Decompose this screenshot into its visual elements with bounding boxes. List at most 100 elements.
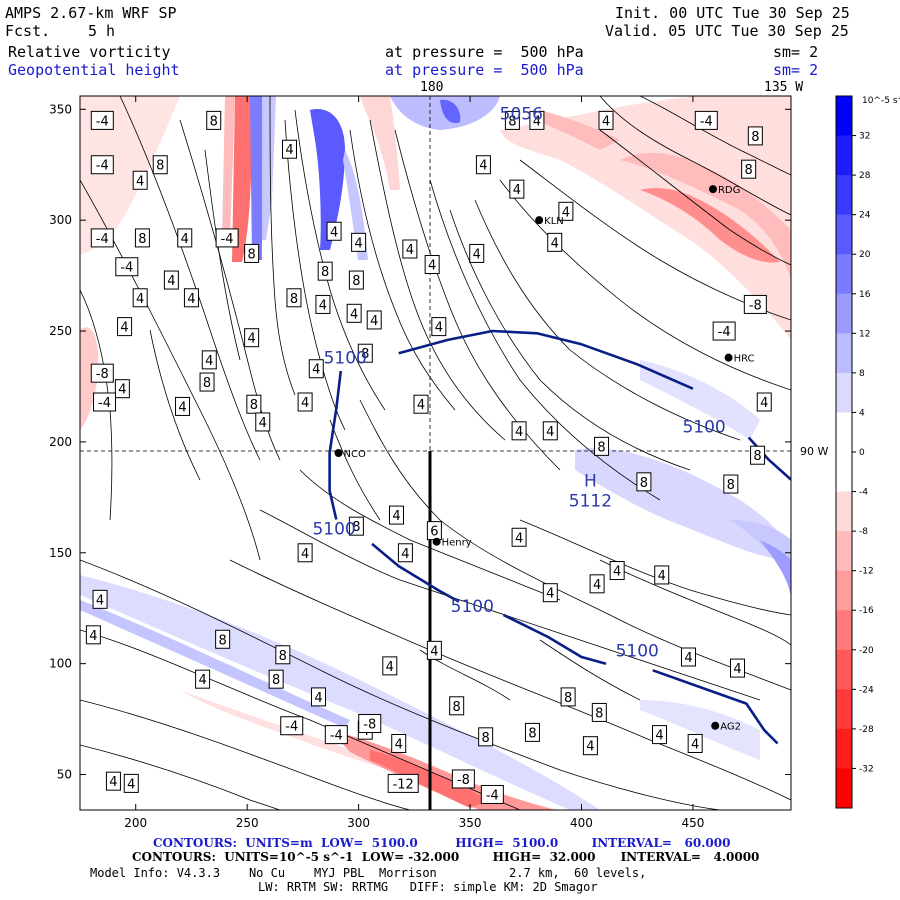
colorbar-swatch [836, 689, 852, 730]
footer-model-info: Model Info: V4.3.3 No Cu MYJ PBL Morriso… [90, 866, 647, 880]
label-box [589, 574, 605, 594]
height-contour-line [747, 436, 791, 481]
vorticity-contour-label: 4 [308, 359, 324, 379]
label-text: -4 [98, 396, 111, 411]
label-box [90, 155, 114, 175]
label-box [687, 733, 703, 753]
footer-physics: LW: RRTM SW: RRTMG DIFF: simple KM: 2D S… [258, 880, 598, 894]
label-text: 4 [593, 578, 601, 593]
label-text: 8 [482, 731, 490, 746]
station-marker [334, 449, 343, 457]
label-text: 4 [586, 740, 594, 755]
model-title: AMPS 2.67-km WRF SP [5, 4, 177, 22]
valid-time: Valid. 05 UTC Tue 30 Sep 25 [605, 22, 849, 40]
label-box [366, 310, 382, 330]
vorticity-contour-label: 4 [558, 201, 574, 221]
colorbar-swatch [836, 135, 852, 176]
station-kln: KLN [535, 216, 564, 227]
colorbar-swatch [836, 570, 852, 611]
vorticity-contour-label: 8 [636, 472, 652, 492]
label-box [357, 343, 373, 363]
label-text: 4 [350, 307, 358, 322]
vorticity-contour-label: 4 [431, 317, 447, 337]
label-box [582, 736, 598, 756]
label-text: -8 [363, 718, 376, 733]
field2-level: at pressure = 500 hPa [385, 61, 584, 79]
colorbar-swatch [836, 372, 852, 413]
vorticity-contour-label: 4 [117, 317, 133, 337]
vorticity-contour-label: 4 [511, 527, 527, 547]
label-box [183, 288, 199, 308]
colorbar-tick-label: -16 [859, 606, 874, 616]
footer-vorticity-contours: CONTOURS: UNITS=10^-5 s^-1 LOW= -32.000 … [132, 850, 760, 864]
vorticity-contour-label: 8 [478, 727, 494, 747]
vorticity-contour-label: 6 [426, 521, 442, 541]
vorticity-contour-label: 4 [326, 221, 342, 241]
label-box [558, 201, 574, 221]
vorticity-contour-label: 8 [246, 394, 262, 414]
vorticity-contour-label: -4 [324, 725, 348, 745]
colorbar-tick-label: -12 [859, 567, 874, 577]
vorticity-contour-label: 4 [315, 294, 331, 314]
label-text: 4 [386, 660, 394, 675]
label-box [413, 394, 429, 414]
label-text: 4 [314, 691, 322, 706]
vorticity-contour-label: 4 [529, 110, 545, 130]
vorticity-contour-label: -4 [215, 228, 239, 248]
x-tick-label: 450 [681, 816, 704, 830]
label-text: 4 [181, 232, 189, 247]
vorticity-contour-label: 4 [651, 725, 667, 745]
label-box [431, 317, 447, 337]
label-text: 8 [203, 376, 211, 391]
label-text: 8 [595, 706, 603, 721]
label-box [478, 727, 494, 747]
label-box [280, 716, 304, 736]
colorbar-swatch [836, 412, 852, 453]
station-marker [432, 537, 441, 546]
label-box [591, 702, 607, 722]
colorbar-tick-label: 28 [859, 171, 871, 181]
lat-label-90w: 90 W [800, 445, 828, 458]
label-text: -12 [393, 777, 414, 792]
label-box [275, 645, 291, 665]
station-label: KLN [544, 216, 564, 227]
height-contour-line [398, 329, 694, 390]
label-box [524, 722, 540, 742]
label-box [594, 436, 610, 456]
colorbar-swatch [836, 254, 852, 295]
vorticity-contour-label: 4 [346, 303, 362, 323]
label-text: -4 [96, 232, 109, 247]
label-box [85, 625, 101, 645]
colorbar-tick-label: 0 [859, 448, 865, 458]
label-text: -4 [718, 325, 731, 340]
label-box [598, 110, 614, 130]
label-text: 8 [361, 347, 369, 362]
y-tick-label: 350 [49, 102, 72, 116]
label-text: 4 [354, 236, 362, 251]
label-text: 4 [602, 114, 610, 129]
label-text: 4 [658, 569, 666, 584]
vorticity-contour-label: 4 [426, 640, 442, 660]
height-contour-label: 5056 [500, 105, 543, 125]
y-tick-label: 100 [49, 657, 72, 671]
vorticity-contour-label: 4 [391, 733, 407, 753]
label-box [609, 561, 625, 581]
label-box [117, 317, 133, 337]
label-text: 8 [250, 398, 258, 413]
colorbar-tick-label: 8 [859, 369, 865, 379]
high-center-value: 5112 [569, 491, 612, 511]
vorticity-contour-label: 4 [105, 771, 121, 791]
height-contour-line [371, 542, 460, 603]
vorticity-contour-label: 4 [413, 394, 429, 414]
vorticity-contour-label: 4 [297, 392, 313, 412]
station-ag2: AG2 [711, 721, 741, 733]
vorticity-contour-label: -8 [743, 294, 767, 314]
vorticity-contour-label: -12 [387, 773, 419, 793]
label-text: 8 [751, 130, 759, 145]
label-box [310, 687, 326, 707]
label-text: 4 [684, 651, 692, 666]
height-labels: 5100 5100 5100 5100 5100 5056 [312, 105, 725, 662]
vorticity-contour-label: 4 [175, 396, 191, 416]
station-nco: NCO [334, 449, 366, 460]
vorticity-contour-label: 4 [654, 565, 670, 585]
